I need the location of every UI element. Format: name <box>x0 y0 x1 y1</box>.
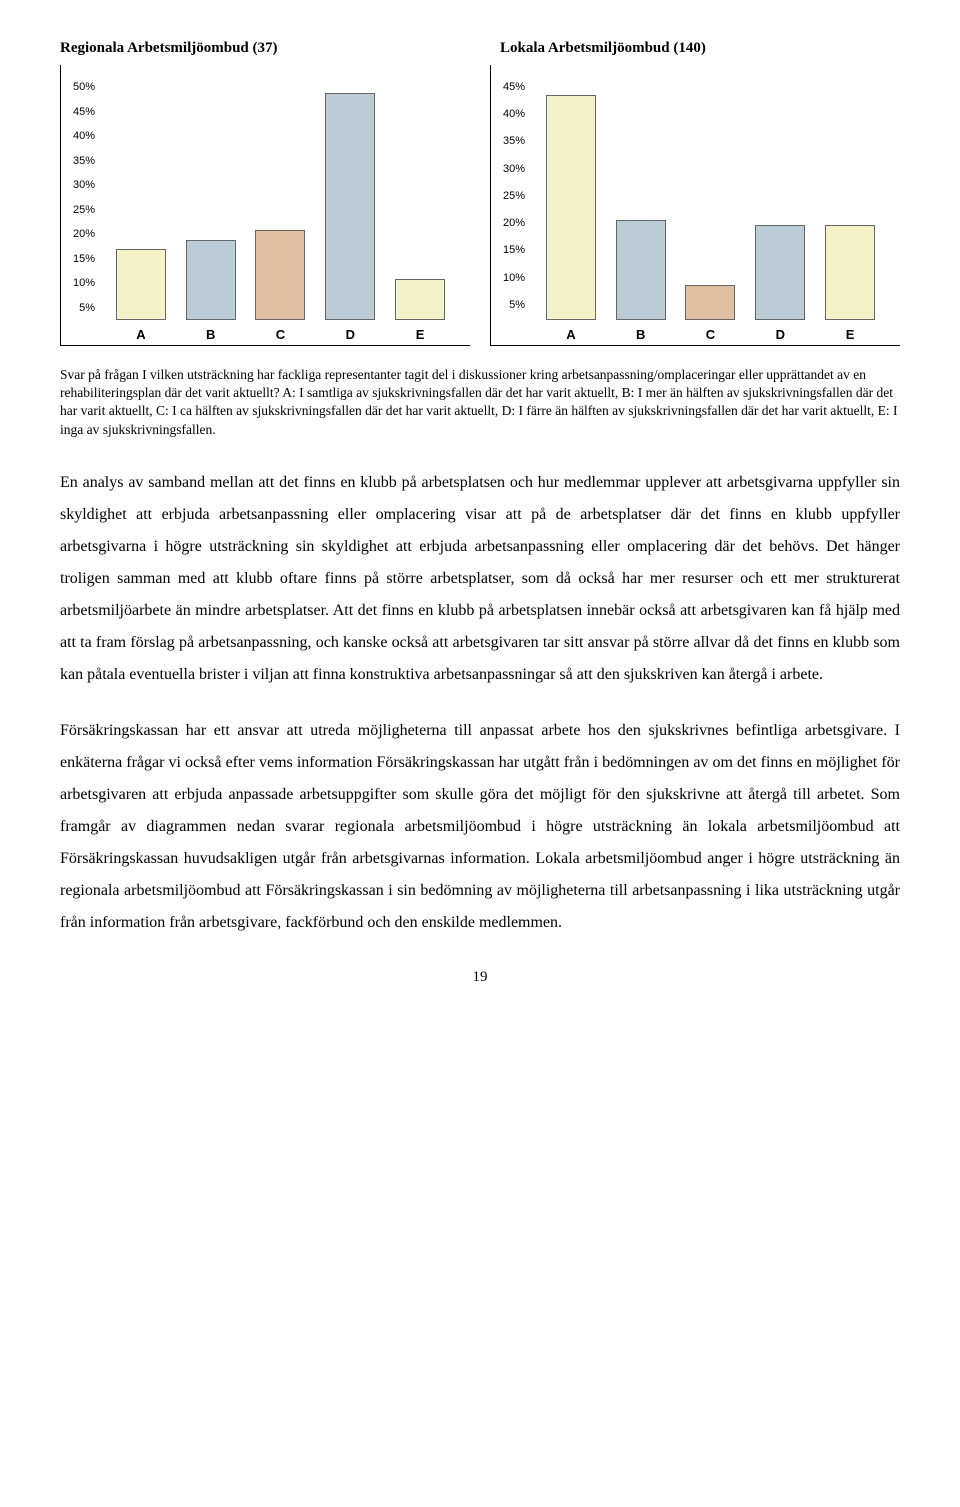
chart-right-plot-area <box>531 75 890 320</box>
chart-right-y-axis: 45% 40% 35% 30% 25% 20% 15% 10% 5% <box>491 75 529 320</box>
chart-left-title: Regionala Arbetsmiljöombud (37) <box>60 40 460 57</box>
x-label-E: E <box>826 323 874 345</box>
chart-right-bars <box>531 75 890 320</box>
y-tick-label: 50% <box>73 81 95 93</box>
bar-E <box>395 279 445 320</box>
y-tick-label: 40% <box>503 108 525 120</box>
chart-left-bars <box>101 75 460 320</box>
bar-B <box>186 240 236 320</box>
y-tick-label: 35% <box>73 155 95 167</box>
x-label-D: D <box>326 323 374 345</box>
x-label-A: A <box>547 323 595 345</box>
y-tick-label: 40% <box>73 130 95 142</box>
x-label-D: D <box>756 323 804 345</box>
bar-D <box>325 93 375 320</box>
x-label-A: A <box>117 323 165 345</box>
chart-left: 50% 45% 40% 35% 30% 25% 20% 15% 10% 5% ABCDE <box>60 65 470 346</box>
y-tick-label: 25% <box>73 204 95 216</box>
y-tick-label: 5% <box>509 299 525 311</box>
bar-A <box>546 95 596 320</box>
y-tick-label: 5% <box>79 302 95 314</box>
chart-left-y-axis: 50% 45% 40% 35% 30% 25% 20% 15% 10% 5% <box>61 75 99 320</box>
x-label-B: B <box>617 323 665 345</box>
page-number: 19 <box>60 969 900 986</box>
chart-caption: Svar på frågan I vilken utsträckning har… <box>60 366 900 439</box>
bar-C <box>685 285 735 320</box>
bar-E <box>825 225 875 320</box>
y-tick-label: 20% <box>503 217 525 229</box>
y-tick-label: 35% <box>503 135 525 147</box>
y-tick-label: 45% <box>503 81 525 93</box>
y-tick-label: 45% <box>73 106 95 118</box>
y-tick-label: 30% <box>503 163 525 175</box>
bar-D <box>755 225 805 320</box>
y-tick-label: 10% <box>503 272 525 284</box>
chart-right: 45% 40% 35% 30% 25% 20% 15% 10% 5% ABCDE <box>490 65 900 346</box>
x-label-C: C <box>686 323 734 345</box>
chart-right-title: Lokala Arbetsmiljöombud (140) <box>500 40 900 57</box>
paragraph-2: Försäkringskassan har ett ansvar att utr… <box>60 715 900 939</box>
x-label-B: B <box>187 323 235 345</box>
chart-titles-row: Regionala Arbetsmiljöombud (37) Lokala A… <box>60 40 900 57</box>
bar-B <box>616 220 666 320</box>
chart-left-plot-area <box>101 75 460 320</box>
paragraph-1: En analys av samband mellan att det finn… <box>60 467 900 691</box>
chart-right-x-labels: ABCDE <box>531 323 890 345</box>
y-tick-label: 10% <box>73 277 95 289</box>
bar-A <box>116 249 166 320</box>
y-tick-label: 20% <box>73 228 95 240</box>
x-label-C: C <box>256 323 304 345</box>
x-label-E: E <box>396 323 444 345</box>
y-tick-label: 15% <box>503 244 525 256</box>
y-tick-label: 15% <box>73 253 95 265</box>
y-tick-label: 25% <box>503 190 525 202</box>
y-tick-label: 30% <box>73 179 95 191</box>
chart-left-x-labels: ABCDE <box>101 323 460 345</box>
bar-C <box>255 230 305 320</box>
charts-row: 50%45%40%35%30%25%20%15%10%5% ABCDE 45%4… <box>60 65 900 346</box>
